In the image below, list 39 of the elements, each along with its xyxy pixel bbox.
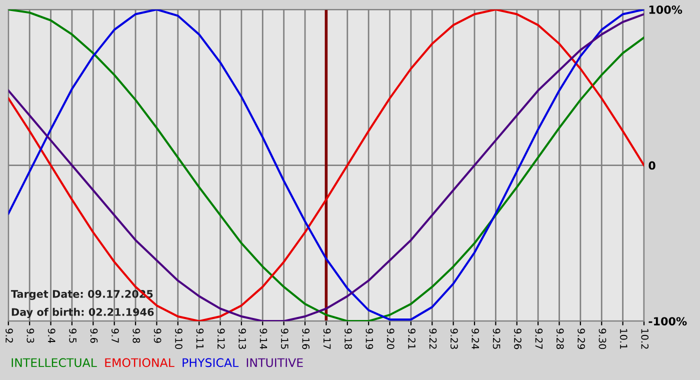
x-tick-label: 9.21 (408, 328, 416, 349)
x-tick-label: 10.1 (620, 329, 628, 349)
x-tick-label: 9.17 (323, 328, 331, 349)
text: EMOTIONAL (105, 358, 174, 368)
x-tick-label: 9.16 (302, 328, 310, 350)
x-tick-label: 9.30 (598, 328, 606, 350)
text: INTELLECTUAL (12, 358, 97, 368)
x-tick-label: 9.19 (366, 328, 374, 350)
x-tick-label: 9.25 (492, 328, 500, 349)
x-tick-label: 9.9 (154, 328, 162, 343)
x-tick-label: 9.27 (535, 328, 543, 349)
x-tick-label: 9.15 (281, 328, 288, 349)
x-tick-label: 9.5 (69, 328, 76, 343)
annotation: Day of birth: 02.21.1946 (12, 308, 154, 318)
text: INTUITIVE (246, 358, 303, 368)
x-tick-label: 9.4 (48, 328, 56, 343)
x-tick-label: 9.14 (260, 328, 268, 350)
x-tick-label: 9.29 (578, 328, 585, 350)
x-tick-label: 9.7 (112, 328, 119, 343)
x-tick-label: 9.2 (6, 328, 13, 343)
x-tick-label: 9.12 (217, 328, 225, 349)
x-tick-label: 9.3 (26, 328, 34, 343)
x-tick-label: 9.23 (450, 328, 458, 349)
x-tick-label: 9.13 (238, 328, 246, 349)
x-tick-label: 9.6 (90, 328, 98, 343)
x-tick-label: 9.10 (175, 328, 182, 350)
x-tick-label: 9.26 (514, 328, 522, 350)
x-tick-label: 9.22 (429, 328, 437, 349)
x-tick-label: 9.8 (132, 328, 140, 343)
x-tick-label: 9.20 (386, 328, 394, 350)
x-tick-label: 9.18 (344, 328, 352, 350)
y-tick-label: 100% (649, 5, 682, 14)
x-tick-label: 9.11 (196, 328, 204, 349)
y-tick-label: -100% (648, 317, 687, 326)
text: PHYSICAL (182, 358, 239, 368)
y-tick-label: 0 (648, 161, 656, 170)
x-tick-label: 9.24 (472, 328, 480, 350)
x-tick-label: 10.2 (641, 329, 649, 349)
x-tick-label: 9.28 (556, 328, 564, 350)
